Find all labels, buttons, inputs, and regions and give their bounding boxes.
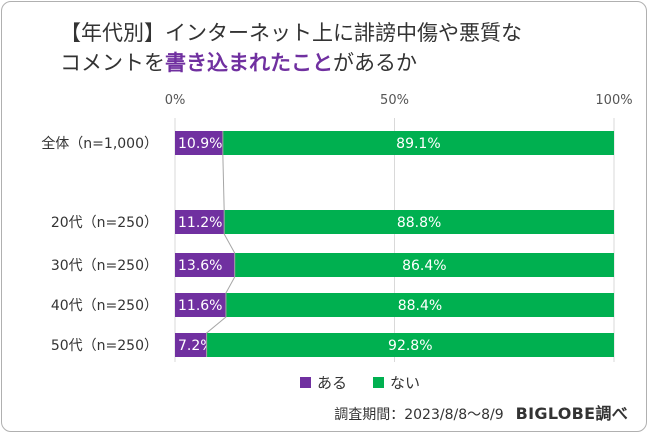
chart-title: 【年代別】インターネット上に誹謗中傷や悪質な コメントを書き込まれたことがあるか	[60, 18, 620, 78]
category-label-1: 20代（n=250）	[51, 215, 158, 231]
legend-label-yes: ある	[317, 374, 348, 392]
bar-no-2	[234, 253, 615, 277]
data-label-yes-0: 10.9%	[178, 136, 222, 152]
title-line1: 【年代別】インターネット上に誹謗中傷や悪質な	[60, 21, 522, 45]
legend-item-yes: ある	[300, 372, 347, 393]
title-line2b: があるか	[333, 51, 417, 75]
footer: 調査期間：2023/8/8～8/9 BIGLOBE調べ	[334, 400, 628, 424]
legend-item-no: ない	[373, 372, 420, 393]
data-label-no-3: 88.4%	[398, 298, 442, 314]
legend: ある ない	[300, 372, 420, 393]
data-label-no-1: 88.8%	[397, 215, 441, 231]
bar-yes-4	[175, 333, 207, 357]
bar-no-1	[224, 210, 614, 234]
data-label-no-0: 89.1%	[396, 136, 440, 152]
data-label-yes-4: 7.2%	[178, 338, 214, 354]
category-label-2: 30代（n=250）	[51, 258, 158, 274]
bar-yes-1	[175, 210, 225, 234]
data-label-yes-3: 11.6%	[178, 298, 222, 314]
category-label-3: 40代（n=250）	[51, 298, 158, 314]
x-tick-label-2: 100%	[595, 93, 632, 108]
source-brand: BIGLOBE調べ	[515, 404, 628, 423]
category-label-4: 50代（n=250）	[51, 338, 158, 354]
data-label-no-2: 86.4%	[402, 258, 446, 274]
bar-no-0	[222, 131, 614, 155]
bar-no-4	[206, 333, 614, 357]
bar-yes-3	[175, 293, 226, 317]
bar-yes-2	[175, 253, 235, 277]
boundary-connector-line	[206, 131, 236, 357]
bar-yes-0	[175, 131, 223, 155]
x-tick-label-0: 0%	[165, 93, 186, 108]
data-label-yes-2: 13.6%	[178, 258, 222, 274]
survey-period: 調査期間：2023/8/8～8/9	[334, 407, 504, 423]
legend-swatch-yes	[300, 377, 311, 388]
x-tick-label-1: 50%	[380, 93, 409, 108]
category-label-0: 全体（n=1,000）	[41, 135, 158, 152]
data-label-yes-1: 11.2%	[178, 215, 222, 231]
legend-swatch-no	[373, 377, 385, 388]
title-highlight: 書き込まれたこと	[165, 51, 333, 75]
bar-no-3	[225, 293, 614, 317]
legend-label-no: ない	[390, 374, 421, 392]
data-label-no-4: 92.8%	[388, 338, 432, 354]
title-line2a: コメントを	[60, 51, 165, 75]
